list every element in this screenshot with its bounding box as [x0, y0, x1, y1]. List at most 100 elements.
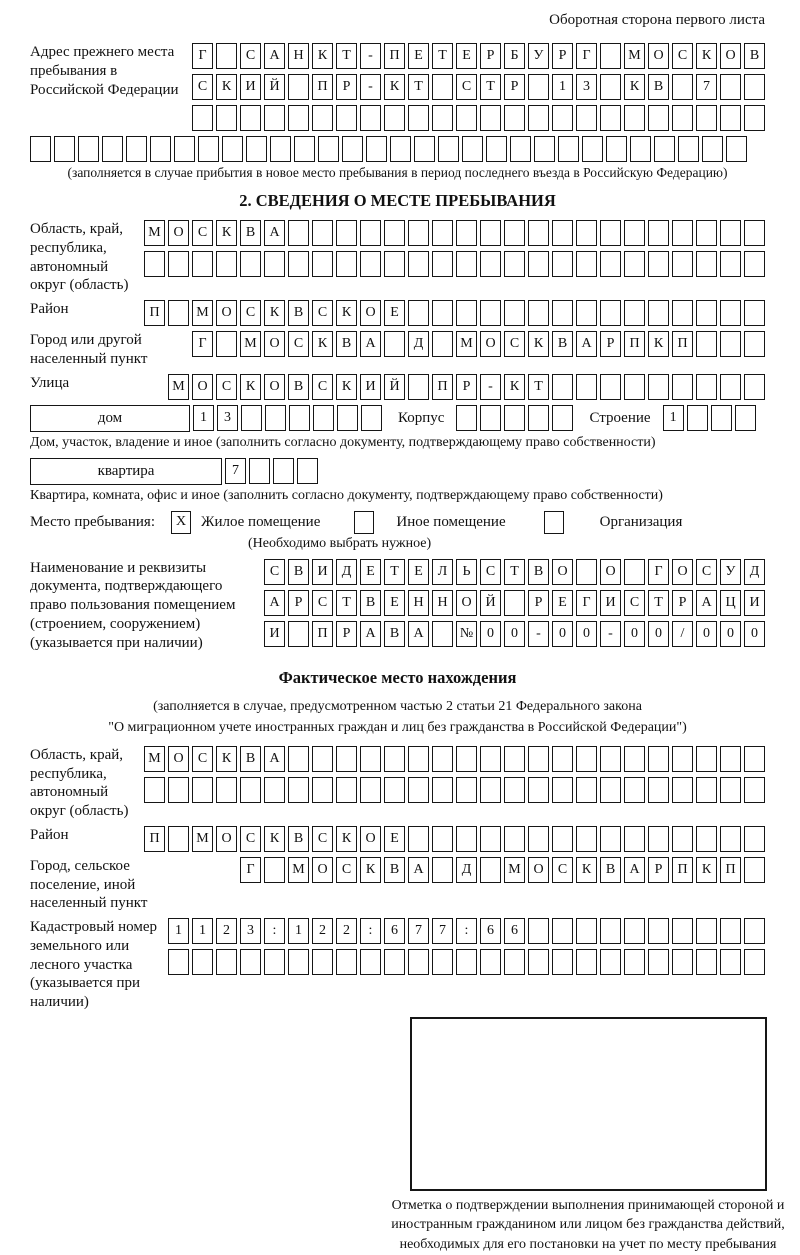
char-box — [240, 105, 261, 131]
char-box: Р — [336, 620, 357, 647]
char-box: В — [288, 558, 309, 585]
char-box: Д — [456, 856, 477, 883]
char-box — [744, 745, 765, 772]
char-box — [361, 404, 382, 431]
char-box — [168, 949, 189, 976]
char-box: О — [360, 300, 381, 326]
char-box — [582, 136, 603, 162]
char-box: О — [312, 856, 333, 883]
char-box — [696, 251, 717, 277]
back-side-note: Оборотная сторона первого листа — [549, 12, 765, 28]
char-box: М — [288, 856, 309, 883]
char-box: А — [576, 331, 597, 357]
char-box: Д — [408, 331, 429, 357]
stroenie-label: Строение — [589, 409, 651, 426]
char-box — [480, 404, 502, 431]
char-box — [192, 949, 213, 976]
kadastr-label: Кадастровый номер земельного или лесного… — [30, 919, 157, 1011]
char-box: - — [360, 43, 381, 69]
char-box: 0 — [744, 620, 765, 647]
char-box: № — [456, 620, 477, 647]
char-box: 3 — [576, 74, 597, 100]
char-box — [313, 404, 334, 431]
char-box — [384, 776, 405, 803]
char-box — [528, 745, 549, 772]
char-box — [288, 620, 309, 647]
char-box: Г — [192, 331, 213, 357]
char-box: 0 — [480, 620, 501, 647]
char-box — [360, 949, 381, 976]
char-box: С — [312, 300, 333, 326]
char-box — [78, 136, 99, 162]
char-box — [432, 251, 453, 277]
char-box: Р — [600, 331, 621, 357]
char-box — [504, 745, 525, 772]
char-box — [288, 949, 309, 976]
char-box: В — [528, 558, 549, 585]
char-box: Т — [528, 373, 549, 400]
char-box — [144, 776, 165, 803]
char-box — [264, 105, 285, 131]
char-box: О — [672, 558, 693, 585]
section2-title: 2. СВЕДЕНИЯ О МЕСТЕ ПРЕБЫВАНИЯ — [239, 191, 556, 210]
char-box: 6 — [504, 918, 525, 945]
char-box — [216, 331, 237, 357]
char-box — [312, 776, 333, 803]
char-box — [648, 776, 669, 803]
char-box — [576, 558, 597, 585]
char-box — [432, 620, 453, 647]
char-box: 0 — [504, 620, 525, 647]
kvartira-type-box: квартира — [30, 457, 222, 485]
char-box: 1 — [193, 404, 214, 431]
char-box — [168, 300, 189, 326]
char-box: М — [240, 331, 261, 357]
char-box — [600, 105, 621, 131]
char-box — [696, 745, 717, 772]
char-box — [552, 825, 573, 852]
char-box — [744, 949, 765, 976]
gorod-label: Город или другой населенный пункт — [30, 332, 148, 367]
char-box: Р — [480, 43, 501, 69]
char-box — [576, 220, 597, 246]
char-box: С — [288, 331, 309, 357]
char-box: Р — [504, 74, 525, 100]
char-box — [696, 331, 717, 357]
char-box: С — [240, 300, 261, 326]
char-box: М — [456, 331, 477, 357]
char-box — [600, 74, 621, 100]
char-box — [480, 300, 501, 326]
char-box — [696, 373, 717, 400]
char-box: Р — [528, 589, 549, 616]
char-box: И — [312, 558, 333, 585]
char-box — [270, 136, 291, 162]
fakt-oblast-label: Область, край, республика, автономный ок… — [30, 746, 129, 820]
char-box — [600, 300, 621, 326]
char-box — [288, 105, 309, 131]
char-box — [408, 373, 429, 400]
mesto-label: Место пребывания: — [30, 513, 155, 530]
char-box — [624, 251, 645, 277]
char-box: В — [240, 745, 261, 772]
char-box — [216, 43, 237, 69]
char-box — [480, 825, 501, 852]
char-box — [672, 105, 693, 131]
char-box: Ь — [456, 558, 477, 585]
char-box — [528, 825, 549, 852]
char-box — [552, 251, 573, 277]
char-box — [672, 373, 693, 400]
charbox-row — [144, 251, 765, 277]
char-box — [576, 745, 597, 772]
char-box: О — [168, 220, 189, 246]
char-box — [456, 105, 477, 131]
char-box — [624, 776, 645, 803]
char-box — [288, 251, 309, 277]
char-box: К — [648, 331, 669, 357]
char-box — [606, 136, 627, 162]
char-box: Е — [456, 43, 477, 69]
char-box: 1 — [192, 918, 213, 945]
char-box — [408, 105, 429, 131]
char-box — [265, 404, 286, 431]
